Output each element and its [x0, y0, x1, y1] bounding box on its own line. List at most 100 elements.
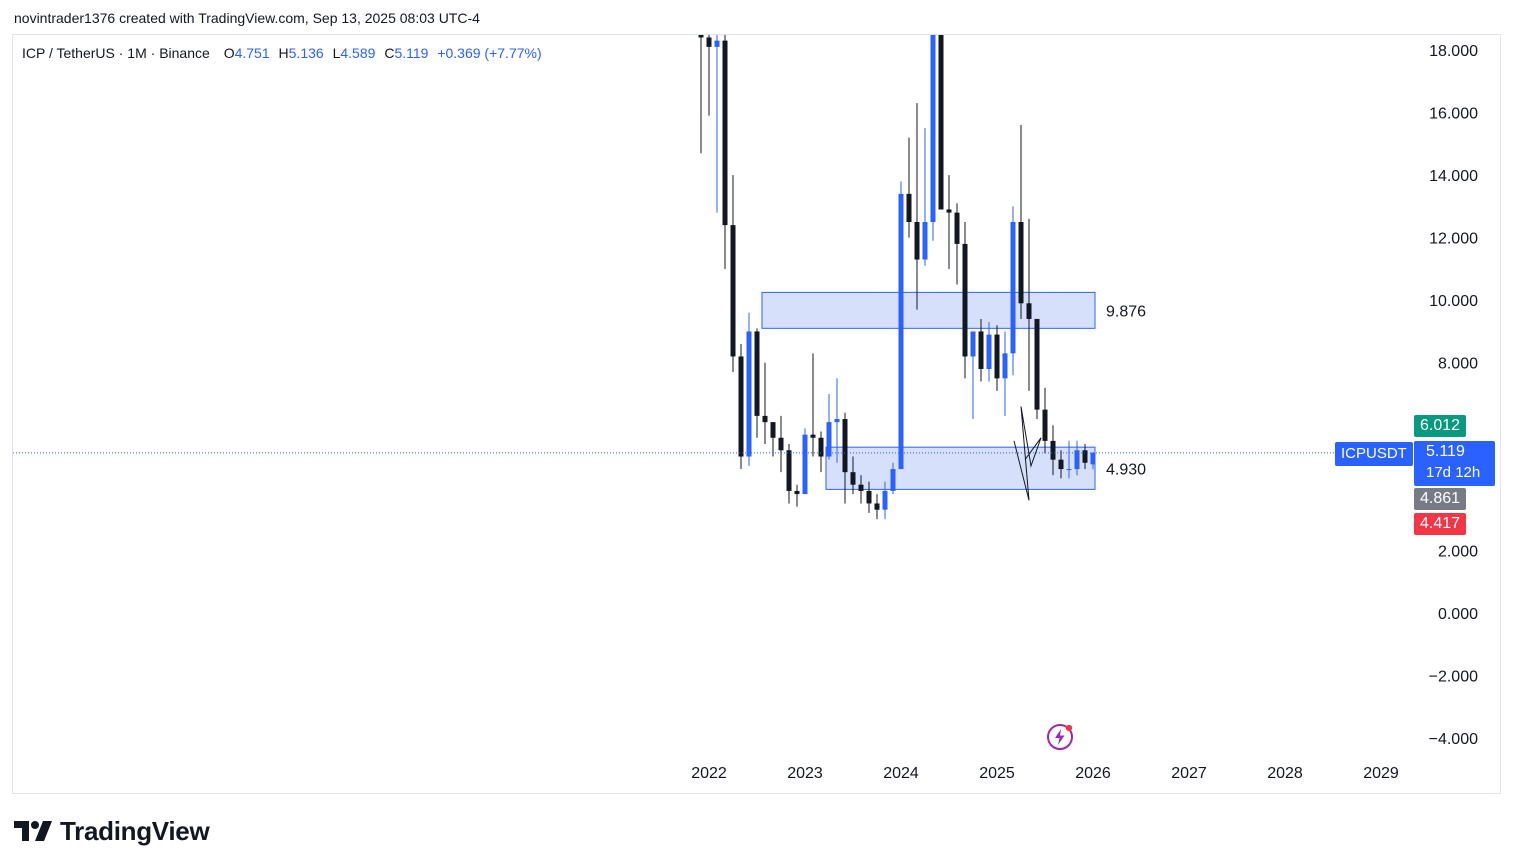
candle[interactable]: [874, 494, 880, 520]
lower-zone-rect[interactable]: [825, 446, 1096, 490]
candle[interactable]: [722, 0, 728, 269]
candle[interactable]: [994, 325, 1000, 391]
candle[interactable]: [834, 378, 840, 463]
candle[interactable]: [938, 0, 944, 210]
price-tick-label: −2.000: [1429, 668, 1478, 685]
ticker-tag: ICPUSDT: [1335, 442, 1413, 466]
price-axis: 18.000 16.000 14.000 12.000 10.000 8.000 2.000…: [1429, 43, 1478, 748]
candle[interactable]: [954, 203, 960, 285]
high-price-tag: 6.012: [1414, 415, 1467, 437]
candle[interactable]: [882, 481, 888, 520]
time-tick-label: 2022: [691, 765, 727, 782]
tradingview-logo-icon: [14, 821, 52, 841]
time-tick-label: 2025: [979, 765, 1015, 782]
candle[interactable]: [858, 475, 864, 504]
symbol-legend: ICP / TetherUS · 1M · Binance O4.751 H5.…: [22, 45, 542, 61]
time-tick-label: 2029: [1363, 765, 1399, 782]
low-price-tag: 4.417: [1414, 513, 1467, 535]
candle[interactable]: [1074, 440, 1080, 476]
candle[interactable]: [1090, 452, 1096, 470]
candle[interactable]: [794, 484, 800, 507]
bar-countdown: 17d 12h: [1426, 464, 1481, 481]
time-tick-label: 2023: [787, 765, 823, 782]
low-value: 4.589: [340, 45, 376, 61]
close-label: C: [384, 45, 395, 61]
price-tick-label: 18.000: [1429, 43, 1478, 60]
time-tick-label: 2027: [1171, 765, 1207, 782]
candle[interactable]: [850, 456, 856, 495]
candle[interactable]: [922, 128, 928, 266]
price-tick-label: 12.000: [1429, 231, 1478, 248]
time-tick-label: 2028: [1267, 765, 1303, 782]
candle[interactable]: [1026, 218, 1032, 391]
time-axis: 2022 2023 2024 2025 2026 2027 2028 2029: [691, 765, 1399, 782]
flash-alert-icon[interactable]: [1046, 723, 1074, 751]
candle[interactable]: [978, 318, 984, 382]
candle[interactable]: [810, 353, 816, 457]
candle[interactable]: [754, 328, 760, 438]
symbol-label: ICP / TetherUS · 1M · Binance: [22, 45, 210, 61]
candle[interactable]: [898, 181, 904, 470]
lower-zone-label: 4.930: [1106, 461, 1146, 478]
candle[interactable]: [698, 0, 704, 154]
candle[interactable]: [962, 221, 968, 379]
candle[interactable]: [1042, 387, 1048, 454]
candle[interactable]: [1058, 450, 1064, 479]
upper-zone-label: 9.876: [1106, 303, 1146, 320]
candles-layer: [698, 0, 1096, 520]
last-price-value: 5.119: [1426, 443, 1465, 460]
candle[interactable]: [1050, 425, 1056, 476]
candle[interactable]: [890, 462, 896, 495]
candle[interactable]: [746, 312, 752, 466]
candle[interactable]: [786, 444, 792, 504]
mid-price-tag: 4.861: [1414, 488, 1467, 510]
candle[interactable]: [906, 137, 912, 238]
price-tick-label: 14.000: [1429, 168, 1478, 185]
candle[interactable]: [770, 422, 776, 457]
candle[interactable]: [842, 412, 848, 504]
high-value: 5.136: [288, 45, 324, 61]
tradingview-wordmark: TradingView: [60, 815, 210, 846]
price-tick-label: 10.000: [1429, 293, 1478, 310]
candle[interactable]: [802, 428, 808, 495]
candle[interactable]: [818, 431, 824, 473]
candle[interactable]: [914, 103, 920, 310]
chart-caption: novintrader1376 created with TradingView…: [14, 10, 480, 26]
candle[interactable]: [1010, 206, 1016, 376]
candle[interactable]: [826, 393, 832, 460]
drawn-pattern-line[interactable]: [1013, 406, 1042, 501]
candle[interactable]: [970, 331, 976, 420]
high-label: H: [278, 45, 289, 61]
price-tick-label: 8.000: [1438, 356, 1478, 373]
candle[interactable]: [730, 175, 736, 373]
candle[interactable]: [866, 481, 872, 513]
tradingview-brand[interactable]: TradingView: [14, 814, 210, 848]
candle[interactable]: [1018, 125, 1024, 319]
candle[interactable]: [1002, 331, 1008, 416]
candle[interactable]: [738, 343, 744, 470]
lines-layer: [13, 406, 1413, 501]
candle[interactable]: [930, 0, 936, 241]
candle[interactable]: [778, 415, 784, 473]
candle[interactable]: [714, 0, 720, 213]
zones-layer: 9.876 4.930: [761, 291, 1146, 490]
last-price-tag: 5.119 17d 12h: [1414, 441, 1495, 486]
open-value: 4.751: [234, 45, 270, 61]
price-tick-label: 0.000: [1438, 606, 1478, 623]
low-label: L: [332, 45, 341, 61]
upper-zone-rect[interactable]: [761, 291, 1096, 329]
time-tick-label: 2024: [883, 765, 919, 782]
close-value: 5.119: [394, 45, 429, 61]
price-tick-label: 2.000: [1438, 543, 1478, 560]
candle[interactable]: [986, 322, 992, 382]
candle[interactable]: [1034, 318, 1040, 420]
candle[interactable]: [946, 175, 952, 269]
candle[interactable]: [762, 362, 768, 445]
time-tick-label: 2026: [1075, 765, 1111, 782]
candle[interactable]: [1082, 444, 1088, 470]
price-tick-label: 16.000: [1429, 106, 1478, 123]
candle[interactable]: [1066, 440, 1072, 479]
candle[interactable]: [706, 0, 712, 116]
price-tick-label: −4.000: [1429, 731, 1478, 748]
